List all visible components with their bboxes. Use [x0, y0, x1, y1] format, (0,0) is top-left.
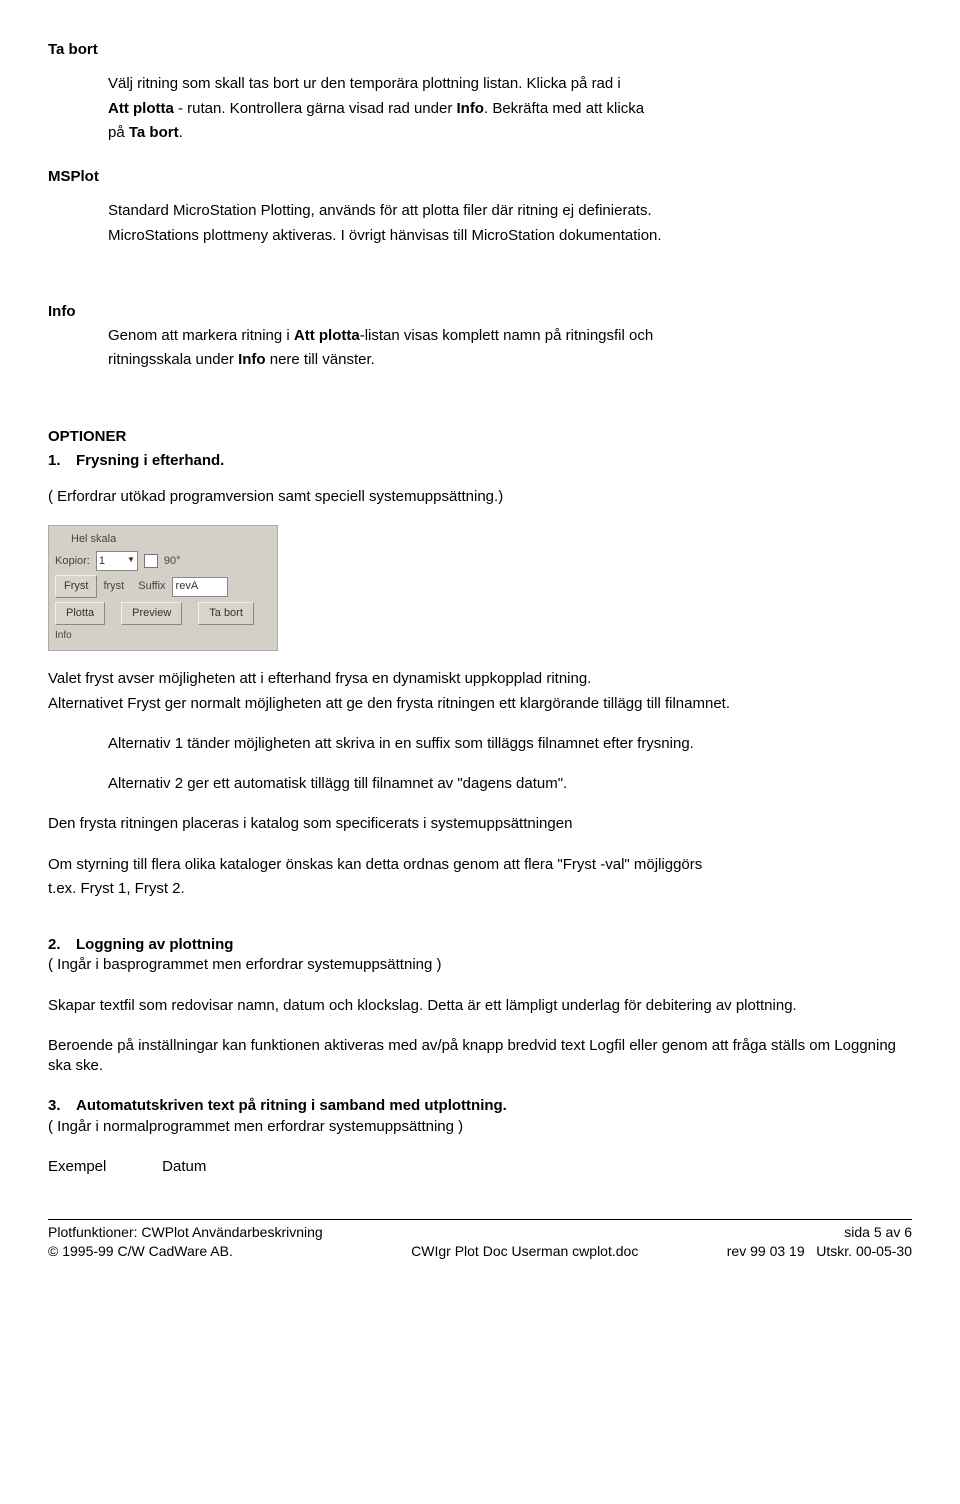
ui-preview-button[interactable]: Preview	[121, 602, 182, 625]
heading-ta-bort: Ta bort	[48, 40, 912, 60]
tabort-text-line2: Att plotta - rutan. Kontrollera gärna vi…	[108, 99, 912, 119]
ui-suffix-label: Suffix	[138, 579, 165, 594]
msplot-text-2: MicroStations plottmeny aktiveras. I övr…	[108, 226, 912, 246]
ui-kopior-label: Kopior:	[55, 554, 90, 569]
footer-left: Plotfunktioner: CWPlot Användarbeskrivni…	[48, 1223, 323, 1261]
valet-text-1: Valet fryst avser möjligheten att i efte…	[48, 669, 912, 689]
ui-kopior-select[interactable]: 1▼	[96, 551, 138, 571]
info-term: Info	[456, 100, 484, 117]
tabort-text-line3: på Ta bort.	[108, 123, 912, 143]
om-styrning-text-2: t.ex. Fryst 1, Fryst 2.	[48, 879, 912, 899]
heading-info: Info	[48, 302, 912, 322]
valet-text-2: Alternativet Fryst ger normalt möjlighet…	[48, 694, 912, 714]
footer-right: sida 5 av 6 rev 99 03 19 Utskr. 00-05-30	[727, 1223, 912, 1261]
ui-info-label: Info	[55, 629, 72, 643]
info-text-line1: Genom att markera ritning i Att plotta-l…	[108, 326, 912, 346]
ui-90-label: 90°	[164, 554, 181, 569]
option-2-para-2: Beroende på inställningar kan funktionen…	[48, 1036, 912, 1077]
chevron-down-icon: ▼	[127, 555, 135, 566]
alternativ-2-text: Alternativ 2 ger ett automatisk tillägg …	[108, 774, 912, 794]
tabort-text-line1: Välj ritning som skall tas bort ur den t…	[108, 74, 912, 94]
ui-90-checkbox[interactable]	[144, 554, 158, 568]
ui-plotta-button[interactable]: Plotta	[55, 602, 105, 625]
ui-suffix-input[interactable]: revA	[172, 577, 228, 597]
ui-fryst-label: fryst	[103, 579, 124, 594]
ui-screenshot-mock: Hel skala Kopior: 1▼ 90° Fryst fryst Suf…	[48, 525, 278, 651]
exempel-label: Exempel	[48, 1157, 158, 1177]
footer-center: CWIgr Plot Doc Userman cwplot.doc	[411, 1242, 638, 1261]
heading-msplot: MSPlot	[48, 167, 912, 187]
option-1-heading: 1. Frysning i efterhand.	[48, 451, 912, 471]
ta-bort-term: Ta bort	[129, 124, 179, 141]
msplot-text-1: Standard MicroStation Plotting, används …	[108, 201, 912, 221]
option-2-para-1: Skapar textfil som redovisar namn, datum…	[48, 996, 912, 1016]
info-term-2: Info	[238, 351, 266, 368]
ui-tabort-button[interactable]: Ta bort	[198, 602, 254, 625]
option-1-subtext: ( Erfordrar utökad programversion samt s…	[48, 487, 912, 507]
att-plotta-term-2: Att plotta	[294, 327, 360, 344]
heading-optioner: OPTIONER	[48, 427, 912, 447]
option-2-heading: 2. Loggning av plottning	[48, 935, 912, 955]
option-3-subtext: ( Ingår i normalprogrammet men erfordrar…	[48, 1117, 912, 1137]
option-3-heading: 3. Automatutskriven text på ritning i sa…	[48, 1096, 912, 1116]
om-styrning-text-1: Om styrning till flera olika kataloger ö…	[48, 855, 912, 875]
den-frysta-text: Den frysta ritningen placeras i katalog …	[48, 814, 912, 834]
ui-hel-skala-label: Hel skala	[71, 532, 116, 547]
exempel-row: Exempel Datum	[48, 1157, 912, 1177]
option-2-subtext: ( Ingår i basprogrammet men erfordrar sy…	[48, 955, 912, 975]
info-text-line2: ritningsskala under Info nere till vänst…	[108, 350, 912, 370]
page-footer: Plotfunktioner: CWPlot Användarbeskrivni…	[48, 1219, 912, 1261]
ui-fryst-button[interactable]: Fryst	[55, 575, 97, 598]
att-plotta-term: Att plotta	[108, 100, 174, 117]
alternativ-1-text: Alternativ 1 tänder möjligheten att skri…	[108, 734, 912, 754]
exempel-value: Datum	[162, 1158, 206, 1175]
